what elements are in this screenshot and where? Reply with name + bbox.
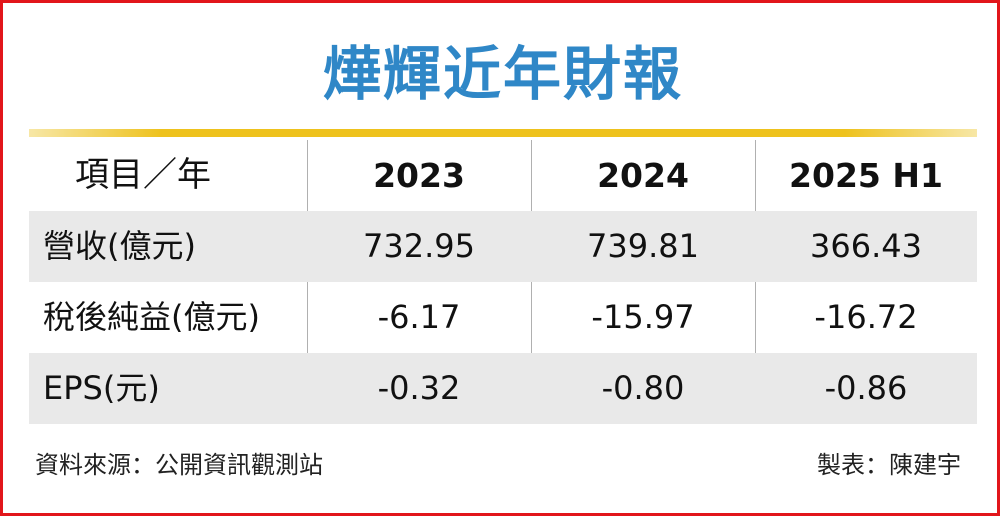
table-header-row: 項目／年 2023 2024 2025 H1: [29, 140, 977, 211]
column-divider: [531, 140, 532, 424]
row-label: EPS(元): [43, 369, 160, 407]
page-title: 燁輝近年財報: [322, 40, 683, 108]
title-divider: [29, 129, 977, 137]
maker-credit: 製表：陳建宇: [817, 451, 961, 479]
column-divider: [307, 140, 308, 424]
column-header-2023: 2023: [373, 156, 465, 195]
table-row-eps: EPS(元) -0.32 -0.80 -0.86: [29, 353, 977, 424]
table-cell: -6.17: [377, 298, 461, 336]
table-cell: -0.86: [824, 369, 908, 407]
table-cell: -16.72: [814, 298, 918, 336]
column-divider: [755, 140, 756, 424]
table-cell: -0.32: [377, 369, 461, 407]
column-header-2024: 2024: [597, 156, 689, 195]
table-row-revenue: 營收(億元) 732.95 739.81 366.43: [29, 211, 977, 282]
column-header-2025-h1: 2025 H1: [789, 156, 943, 195]
financial-table: 項目／年 2023 2024 2025 H1 營收(億元) 732.95 739…: [29, 140, 977, 424]
table-cell: -0.80: [601, 369, 685, 407]
table-cell: 732.95: [363, 227, 475, 265]
table-cell: 366.43: [810, 227, 922, 265]
row-label: 營收(億元): [43, 227, 196, 265]
column-header-item: 項目／年: [75, 155, 211, 195]
table-cell: -15.97: [591, 298, 695, 336]
row-label: 稅後純益(億元): [43, 298, 260, 336]
table-row-net-income: 稅後純益(億元) -6.17 -15.97 -16.72: [29, 282, 977, 353]
source-note: 資料來源：公開資訊觀測站: [35, 451, 323, 479]
table-cell: 739.81: [587, 227, 699, 265]
